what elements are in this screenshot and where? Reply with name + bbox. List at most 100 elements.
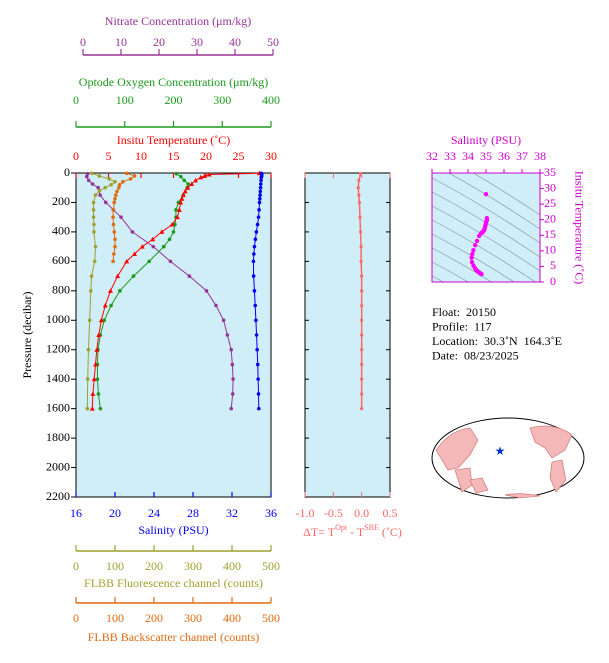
- data-point: [139, 244, 145, 249]
- data-point: [221, 318, 226, 323]
- x-axis-title: Salinity (PSU): [451, 133, 521, 147]
- data-point: [102, 303, 108, 308]
- data-point: [111, 215, 115, 219]
- x-tick-label: 15: [168, 149, 180, 163]
- data-point: [151, 244, 156, 249]
- data-point: [229, 347, 233, 352]
- data-point: [90, 391, 96, 396]
- data-point: [86, 347, 91, 352]
- data-point: [128, 177, 133, 181]
- data-point: [360, 348, 364, 352]
- data-point: [360, 377, 364, 381]
- x-tick-label: -1.0: [296, 506, 315, 520]
- y-tick-label: 30: [544, 180, 556, 194]
- data-point: [469, 255, 474, 260]
- data-point: [256, 392, 261, 396]
- data-point: [252, 252, 256, 256]
- data-point: [97, 174, 102, 178]
- data-point: [230, 392, 235, 396]
- data-point: [189, 181, 195, 187]
- data-point: [104, 200, 108, 205]
- x-tick-label: 100: [106, 559, 124, 573]
- data-point: [257, 406, 261, 411]
- y-tick-label: 1000: [46, 312, 70, 326]
- density-contour: [432, 219, 537, 282]
- data-point: [202, 173, 208, 178]
- data-point: [169, 222, 175, 227]
- x-tick-label: 32: [426, 149, 438, 163]
- x-tick-label: 200: [165, 93, 183, 107]
- data-point: [109, 182, 113, 187]
- data-point: [112, 230, 117, 234]
- data-point: [185, 185, 191, 190]
- y-tick-label: 2000: [46, 459, 70, 473]
- data-point: [95, 377, 100, 381]
- data-point: [360, 274, 364, 278]
- x-tick-label: 500: [262, 611, 280, 625]
- data-point: [98, 193, 102, 197]
- data-point: [360, 392, 364, 396]
- density-contour: [472, 173, 540, 216]
- data-point: [171, 230, 176, 234]
- x-tick-label: 0: [73, 93, 79, 107]
- data-point: [132, 174, 137, 178]
- y-axis-title: Pressure (decibar): [20, 292, 34, 379]
- x-axis-title: Nitrate Concentration (μm/kg): [105, 14, 251, 28]
- data-point: [118, 289, 122, 293]
- data-point: [174, 208, 178, 212]
- data-point: [254, 333, 259, 337]
- data-point: [130, 230, 135, 234]
- y-tick-label: 25: [544, 196, 556, 210]
- x-tick-label: 30: [191, 35, 203, 49]
- data-point: [113, 244, 117, 249]
- x-tick-label: 33: [444, 149, 456, 163]
- data-point: [94, 347, 100, 352]
- data-point: [124, 258, 130, 264]
- data-point: [89, 171, 94, 176]
- y-tick-label: 20: [544, 211, 556, 225]
- data-point: [121, 180, 125, 184]
- data-point: [471, 248, 476, 253]
- x-axis-title-part: ΔT= T: [303, 525, 336, 539]
- data-point: [360, 407, 364, 411]
- density-contours: [432, 173, 540, 282]
- x-tick-label: 20: [109, 506, 121, 520]
- data-point: [258, 185, 263, 190]
- x-tick-label: 0: [73, 611, 79, 625]
- data-point: [107, 288, 113, 293]
- data-point: [251, 274, 256, 278]
- data-point: [89, 289, 93, 293]
- data-point: [474, 238, 480, 244]
- y-tick-label: 2200: [46, 489, 70, 503]
- data-point: [112, 200, 117, 205]
- x-tick-label: 28: [187, 506, 199, 520]
- data-point: [258, 182, 263, 186]
- x-tick-label: 34: [462, 149, 474, 163]
- data-point: [251, 259, 256, 264]
- density-contour: [432, 247, 493, 282]
- data-point: [150, 236, 156, 242]
- y-tick-label: 1800: [46, 430, 70, 444]
- data-point: [204, 289, 209, 293]
- data-point: [356, 186, 360, 190]
- data-point: [85, 174, 89, 179]
- data-point: [93, 361, 98, 367]
- data-point: [97, 188, 102, 193]
- y-tick-label: 400: [52, 224, 70, 238]
- data-point: [111, 208, 116, 212]
- data-point: [357, 193, 361, 197]
- data-point: [102, 318, 107, 323]
- data-point: [255, 347, 259, 352]
- data-point: [98, 406, 103, 411]
- data-point: [360, 318, 364, 322]
- x-axis-title-part: - T: [347, 525, 365, 539]
- data-point: [117, 182, 122, 187]
- data-point: [113, 193, 118, 197]
- profile-line: [86, 173, 234, 409]
- data-point: [256, 215, 261, 219]
- data-point: [113, 180, 117, 184]
- y-tick-label: 600: [52, 253, 70, 267]
- density-contour: [432, 233, 515, 282]
- data-point: [359, 259, 363, 263]
